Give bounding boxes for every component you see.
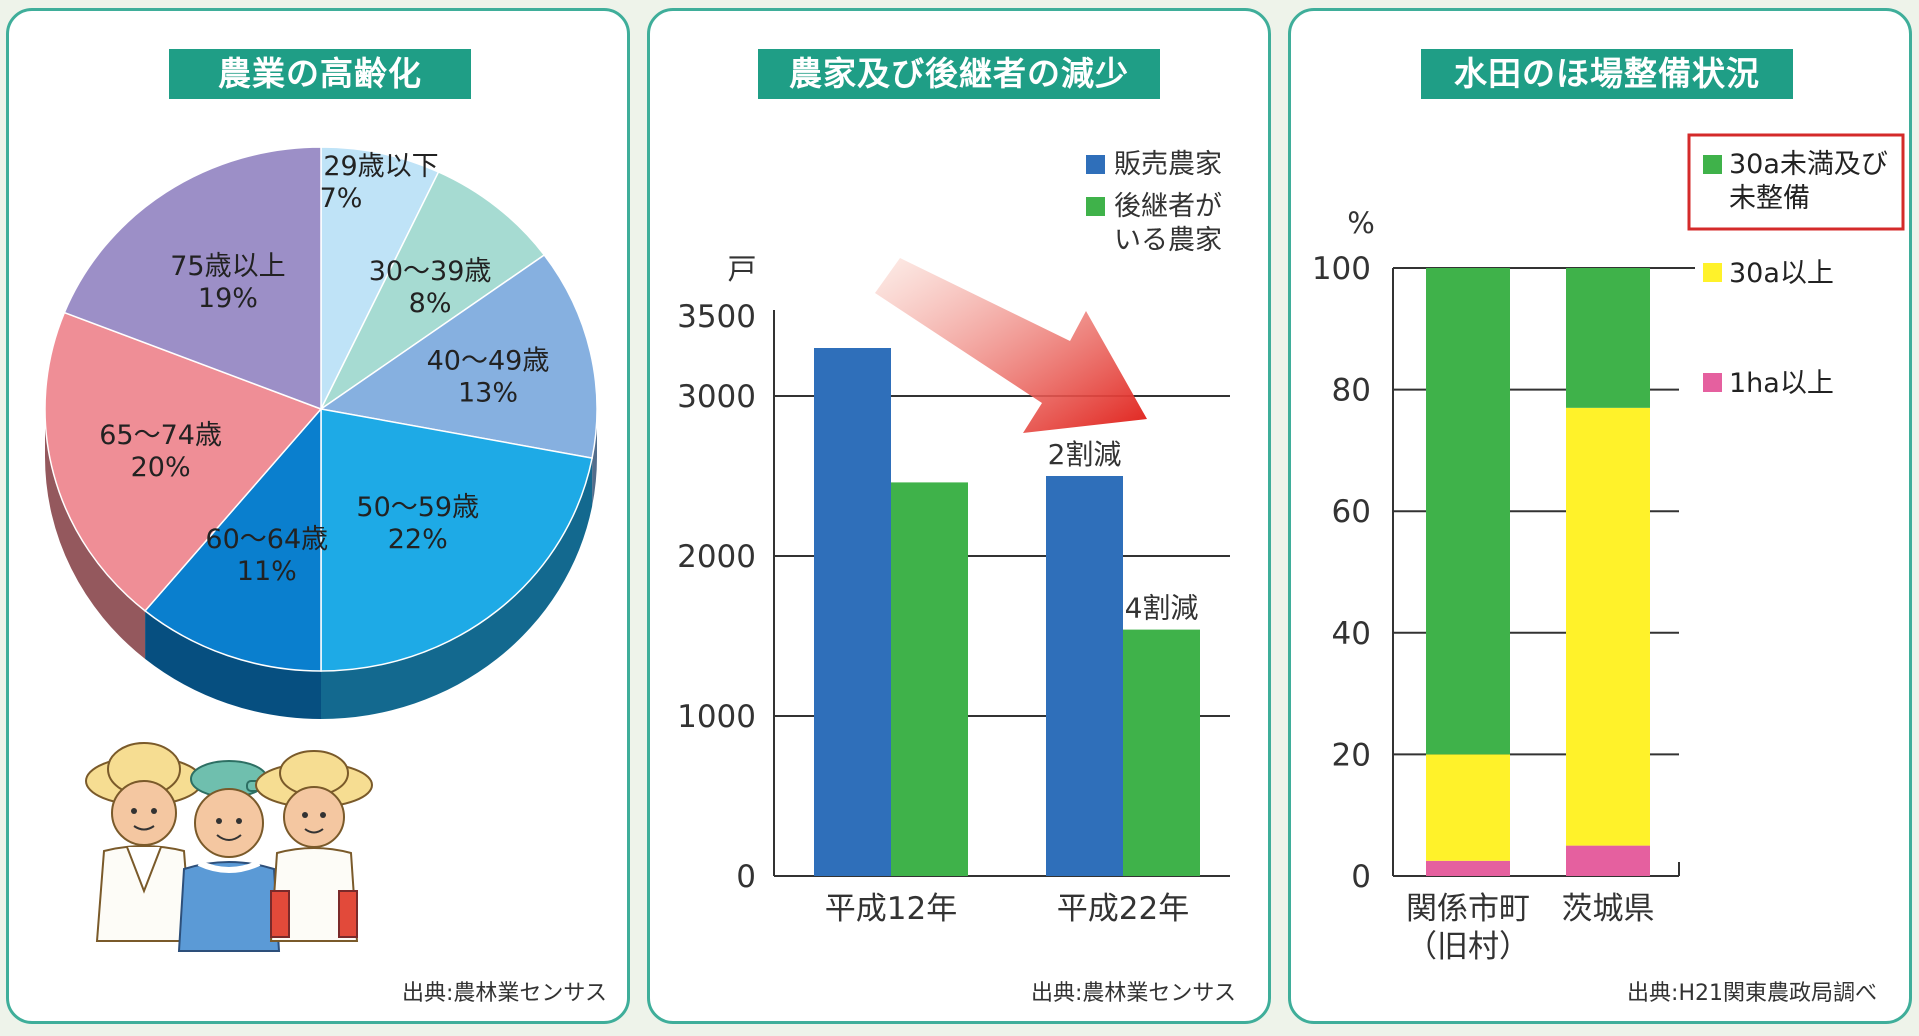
farms-bar-1-0 <box>1046 476 1123 876</box>
paddy-xtick-0-1: （旧村） <box>1406 929 1530 965</box>
aging-pie-chart: 29歳以下7%30〜39歳8%40〜49歳13%50〜59歳22%60〜64歳1… <box>44 146 598 719</box>
paddy-legend-swatch-2 <box>1703 155 1722 174</box>
farms-legend-swatch-0 <box>1086 155 1105 174</box>
farms-xtick-0: 平成12年 <box>825 891 957 927</box>
farms-ytick-1: 1000 <box>677 699 756 735</box>
farms-ytick-2: 2000 <box>677 539 756 575</box>
farms-legend-label-1a: 後継者が <box>1114 191 1222 222</box>
pie-side-3 <box>321 458 593 719</box>
farms-unit-label: 戸 <box>727 252 756 286</box>
paddy-ytick-0: 0 <box>1351 859 1371 895</box>
paddy-legend-swatch-1 <box>1703 263 1722 282</box>
farms-ytick-0: 0 <box>736 859 756 895</box>
pie-slice-3 <box>320 408 593 672</box>
pie-value-6: 19% <box>198 283 258 314</box>
paddy-bar-1-1 <box>1566 407 1650 846</box>
paddy-legend-highlight-box <box>1687 133 1905 231</box>
paddy-title: 水田のほ場整備状況 <box>1421 49 1793 99</box>
aging-title: 農業の高齢化 <box>169 49 471 99</box>
farms-bar-0-0 <box>814 348 891 876</box>
farms-panel: 農家及び後継者の減少 0 1000 2000 3000 3500 戸平成12年 平成22年 2… <box>647 8 1271 1024</box>
paddy-ytick-4: 80 <box>1332 373 1371 409</box>
paddy-panel: 水田のほ場整備状況 0 20 40 60 80 100% 関係市町 （旧村） 茨城県 30a未満及… <box>1288 8 1912 1024</box>
pie-side-2 <box>592 409 597 507</box>
pie-value-0: 7% <box>320 183 363 214</box>
paddy-legend-swatch-0 <box>1703 373 1722 392</box>
aging-source: 出典:農林業センサス <box>402 981 607 1006</box>
farms-annotation-0: 2割減 <box>1048 438 1122 471</box>
pie-label-5: 65〜74歳 <box>99 420 222 451</box>
decrease-arrow-icon <box>875 258 1147 433</box>
pie-side-4 <box>145 610 321 719</box>
paddy-legend-label-2b: 未整備 <box>1729 183 1810 214</box>
farms-annotation-1: 4割減 <box>1125 592 1199 625</box>
pie-slice-0 <box>320 146 440 410</box>
pie-value-3: 22% <box>388 524 448 555</box>
farms-legend-swatch-1 <box>1086 197 1105 216</box>
pie-label-2: 40〜49歳 <box>427 346 550 377</box>
paddy-bar-0-1 <box>1426 754 1510 861</box>
pie-slice-1 <box>319 170 546 412</box>
pie-value-2: 13% <box>458 378 518 409</box>
paddy-bar-1-2 <box>1566 268 1650 408</box>
farms-ytick-4: 3500 <box>677 299 756 335</box>
farms-bar-1-1 <box>1123 629 1200 876</box>
paddy-bar-1-0 <box>1566 845 1650 876</box>
farms-xtick-1: 平成22年 <box>1057 891 1189 927</box>
farms-title: 農家及び後継者の減少 <box>758 49 1160 99</box>
pie-side-5 <box>45 409 146 659</box>
paddy-legend-label-1: 30a以上 <box>1729 258 1834 289</box>
paddy-legend-label-0: 1ha以上 <box>1729 368 1834 399</box>
farms-ytick-3: 3000 <box>677 379 756 415</box>
pie-label-3: 50〜59歳 <box>356 492 479 523</box>
farms-source: 出典:農林業センサス <box>1031 981 1236 1006</box>
farms-legend-label-1b: いる農家 <box>1114 225 1222 256</box>
paddy-bar-0-2 <box>1426 268 1510 755</box>
farms-bar-0-1 <box>891 482 968 876</box>
pie-slice-6 <box>63 146 322 411</box>
pie-label-6: 75歳以上 <box>170 251 285 282</box>
pie-value-4: 11% <box>237 556 297 587</box>
paddy-ytick-5: 100 <box>1312 251 1371 287</box>
paddy-ytick-2: 40 <box>1332 616 1371 652</box>
pie-label-0: 29歳以下 <box>323 151 438 182</box>
paddy-legend-label-2a: 30a未満及び <box>1729 149 1888 180</box>
farmers-icon <box>85 742 373 952</box>
pie-slice-2 <box>319 253 598 459</box>
paddy-xtick-0-0: 関係市町 <box>1406 891 1530 927</box>
pie-label-4: 60〜64歳 <box>205 524 328 555</box>
paddy-bar-0-0 <box>1426 860 1510 876</box>
pie-value-1: 8% <box>409 288 452 319</box>
paddy-xtick-1-0: 茨城県 <box>1562 891 1655 927</box>
farms-legend-label-0: 販売農家 <box>1114 149 1222 180</box>
pie-value-5: 20% <box>131 452 191 483</box>
aging-panel: 農業の高齢化 29歳以下 7% 30〜39歳 8% 40〜49歳 13% 50〜59歳 22%… <box>6 8 630 1024</box>
paddy-source: 出典:H21関東農政局調べ <box>1627 981 1877 1006</box>
paddy-ytick-1: 20 <box>1332 737 1371 773</box>
pie-slice-5 <box>44 311 323 612</box>
pie-slice-4 <box>143 406 322 672</box>
paddy-ytick-3: 60 <box>1332 494 1371 530</box>
pie-label-1: 30〜39歳 <box>369 256 492 287</box>
paddy-unit-label: % <box>1347 206 1375 240</box>
